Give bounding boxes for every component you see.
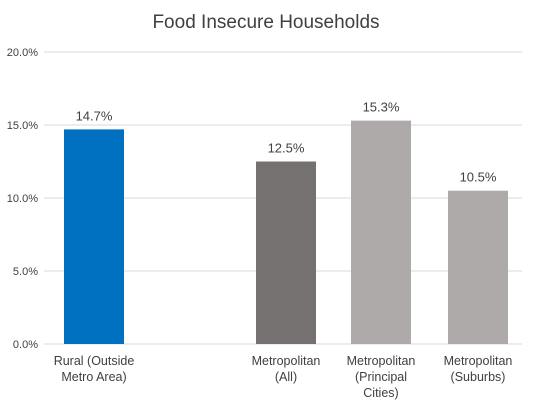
bar bbox=[256, 161, 316, 344]
bar-value-label: 12.5% bbox=[268, 141, 305, 156]
x-category-label-line: (Suburbs) bbox=[451, 370, 506, 384]
y-tick-label: 20.0% bbox=[7, 47, 38, 59]
x-category-label-line: Metropolitan bbox=[444, 354, 513, 368]
bar bbox=[351, 120, 411, 345]
y-axis-ticks: 0.0% 5.0% 10.0% 15.0% 20.0% bbox=[7, 47, 38, 351]
x-category-label-line: Metropolitan bbox=[252, 354, 321, 368]
bar bbox=[64, 129, 124, 344]
chart-title: Food Insecure Households bbox=[152, 12, 379, 33]
bar-value-label: 10.5% bbox=[460, 170, 497, 185]
value-labels: 14.7% 12.5% 15.3% 10.5% bbox=[76, 100, 497, 185]
y-tick-label: 0.0% bbox=[13, 339, 38, 351]
x-category-label-line: (Principal bbox=[355, 370, 407, 384]
category-labels: Rural (Outside Metro Area) Metropolitan (Al… bbox=[54, 354, 513, 400]
x-category-label-line: (All) bbox=[275, 370, 297, 384]
x-category-label-line: Metropolitan bbox=[347, 354, 416, 368]
x-category-label: Metropolitan (All) bbox=[252, 354, 321, 384]
bar bbox=[448, 190, 508, 344]
bar-value-label: 14.7% bbox=[76, 108, 113, 123]
y-tick-label: 5.0% bbox=[13, 266, 38, 278]
y-tick-label: 15.0% bbox=[7, 120, 38, 132]
x-category-label: Metropolitan (Suburbs) bbox=[444, 354, 513, 384]
x-category-label-line: Rural (Outside bbox=[54, 354, 135, 368]
x-category-label: Metropolitan (Principal Cities) bbox=[347, 354, 416, 400]
x-category-label: Rural (Outside Metro Area) bbox=[54, 354, 135, 384]
bar-value-label: 15.3% bbox=[363, 100, 400, 115]
y-tick-label: 10.0% bbox=[7, 193, 38, 205]
x-category-label-line: Cities) bbox=[363, 386, 398, 400]
x-category-label-line: Metro Area) bbox=[61, 370, 126, 384]
bars bbox=[64, 120, 508, 345]
